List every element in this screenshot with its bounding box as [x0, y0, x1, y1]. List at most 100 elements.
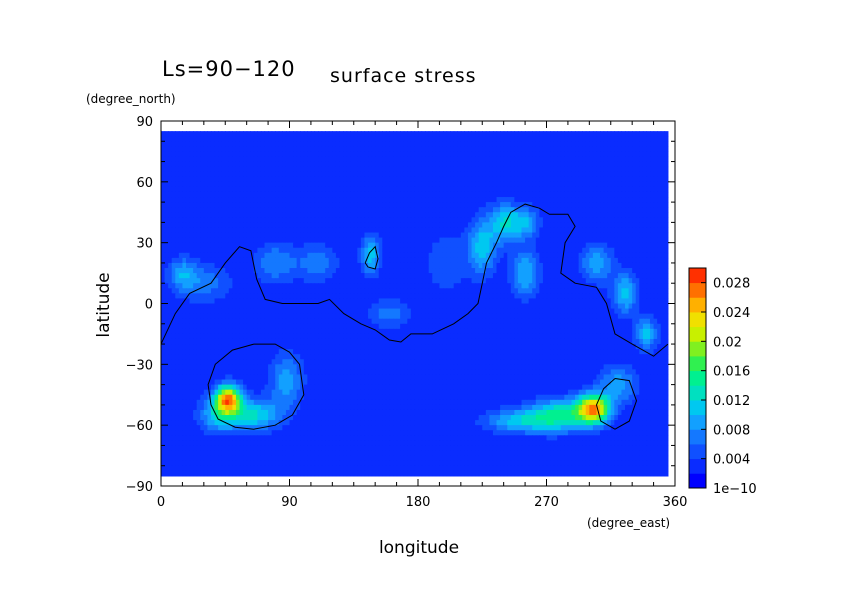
heatmap-cell: [553, 136, 558, 142]
heatmap-cell: [500, 156, 505, 163]
heatmap-cell: [632, 146, 637, 153]
heatmap-cell: [478, 283, 483, 289]
heatmap-cell: [657, 212, 662, 218]
heatmap-cell: [350, 257, 355, 264]
heatmap-cell: [446, 191, 451, 198]
heatmap-cell: [578, 197, 583, 203]
heatmap-cell: [364, 242, 369, 249]
heatmap-cell: [467, 298, 473, 305]
heatmap-cell: [393, 273, 398, 279]
heatmap-cell: [207, 131, 212, 137]
heatmap-cell: [175, 156, 180, 163]
heatmap-cell: [414, 191, 419, 198]
heatmap-cell: [564, 186, 569, 193]
heatmap-cell: [357, 288, 362, 294]
heatmap-cell: [325, 273, 330, 279]
heatmap-cell: [457, 273, 462, 279]
heatmap-cell: [642, 202, 648, 208]
heatmap-cell: [496, 232, 501, 239]
heatmap-cell: [585, 202, 590, 208]
heatmap-cell: [653, 237, 658, 244]
heatmap-cell: [189, 257, 194, 264]
heatmap-cell: [507, 252, 512, 259]
heatmap-cell: [660, 191, 665, 198]
heatmap-cell: [368, 197, 373, 203]
heatmap-cell: [407, 141, 412, 147]
heatmap-cell: [607, 131, 612, 137]
heatmap-cell: [500, 207, 505, 213]
heatmap-cell: [532, 232, 537, 239]
heatmap-cell: [632, 207, 637, 213]
heatmap-cell: [303, 298, 308, 305]
heatmap-cell: [539, 293, 544, 300]
heatmap-cell: [478, 262, 483, 269]
heatmap-cell: [525, 131, 530, 137]
heatmap-cell: [510, 136, 515, 142]
heatmap-cell: [546, 303, 551, 310]
heatmap-cell: [403, 156, 408, 163]
heatmap-cell: [218, 166, 223, 173]
heatmap-cell: [664, 156, 669, 163]
heatmap-cell: [460, 232, 465, 239]
heatmap-cell: [482, 252, 487, 259]
heatmap-cell: [289, 242, 294, 249]
heatmap-cell: [310, 298, 316, 305]
heatmap-cell: [650, 151, 655, 158]
heatmap-cell: [310, 278, 316, 284]
heatmap-cell: [400, 156, 405, 163]
heatmap-cell: [657, 237, 662, 244]
heatmap-cell: [257, 232, 262, 239]
heatmap-cell: [285, 227, 291, 234]
heatmap-cell: [275, 303, 280, 310]
heatmap-cell: [542, 202, 548, 208]
heatmap-cell: [260, 171, 266, 178]
heatmap-cell: [664, 131, 669, 137]
heatmap-cell: [432, 166, 437, 173]
heatmap-cell: [410, 166, 416, 173]
heatmap-cell: [400, 217, 405, 223]
heatmap-cell: [550, 146, 555, 153]
heatmap-cell: [314, 242, 319, 249]
heatmap-cell: [371, 146, 376, 153]
heatmap-cell: [182, 181, 187, 188]
heatmap-cell: [557, 217, 562, 223]
heatmap-cell: [360, 252, 366, 259]
heatmap-cell: [171, 303, 176, 310]
heatmap-cell: [614, 247, 619, 254]
heatmap-cell: [275, 151, 280, 158]
heatmap-cell: [578, 181, 583, 188]
heatmap-cell: [382, 151, 387, 158]
heatmap-cell: [393, 232, 398, 239]
heatmap-cell: [592, 146, 598, 153]
heatmap-cell: [214, 186, 219, 193]
heatmap-cell: [432, 156, 437, 163]
heatmap-cell: [221, 288, 226, 294]
heatmap-cell: [368, 237, 373, 244]
heatmap-cell: [360, 141, 366, 147]
heatmap-cell: [482, 176, 487, 183]
heatmap-cell: [225, 232, 230, 239]
heatmap-cell: [592, 252, 598, 259]
heatmap-cell: [168, 202, 173, 208]
heatmap-cell: [307, 166, 312, 173]
heatmap-cell: [485, 197, 490, 203]
heatmap-cell: [489, 131, 494, 137]
heatmap-cell: [253, 197, 258, 203]
heatmap-cell: [660, 156, 665, 163]
heatmap-cell: [503, 257, 508, 264]
heatmap-cell: [314, 252, 319, 259]
heatmap-cell: [214, 156, 219, 163]
heatmap-cell: [285, 237, 291, 244]
heatmap-cell: [621, 222, 626, 229]
heatmap-cell: [432, 298, 437, 305]
heatmap-cell: [400, 171, 405, 178]
heatmap-cell: [492, 252, 498, 259]
heatmap-cell: [278, 222, 283, 229]
heatmap-cell: [375, 207, 380, 213]
heatmap-cell: [525, 146, 530, 153]
heatmap-cell: [200, 232, 205, 239]
heatmap-cell: [218, 237, 223, 244]
heatmap-cell: [221, 141, 226, 147]
heatmap-cell: [435, 268, 441, 274]
heatmap-cell: [175, 237, 180, 244]
